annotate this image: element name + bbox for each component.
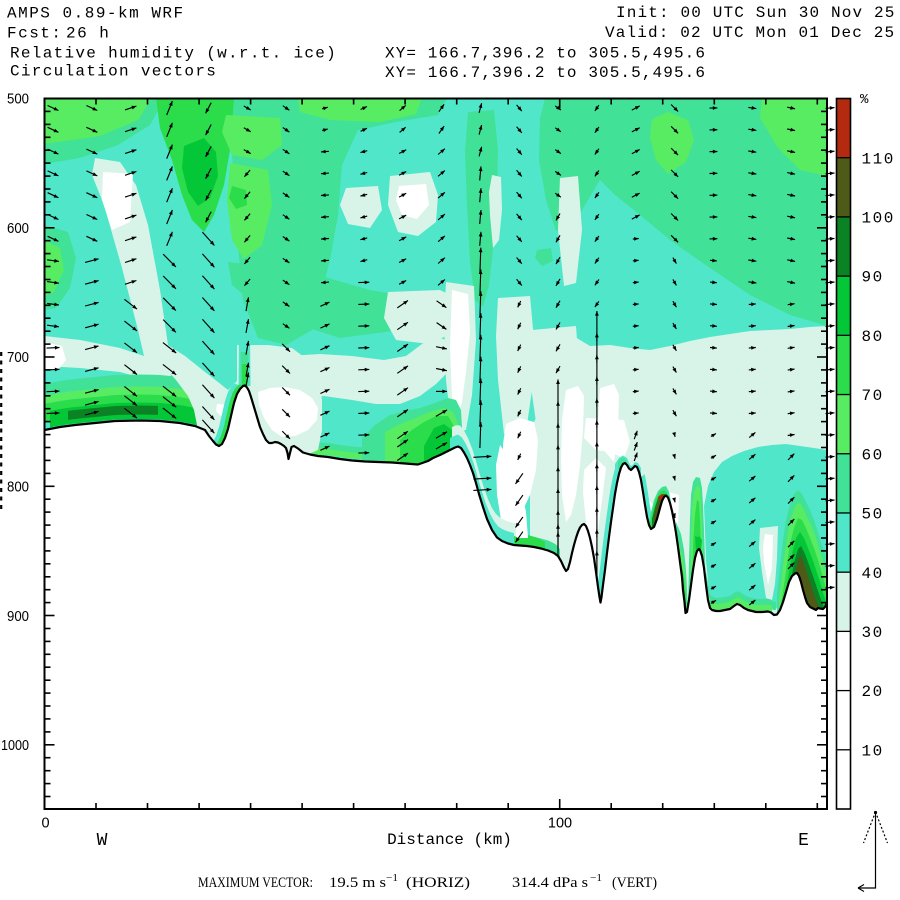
svg-text:Distance (km): Distance (km) bbox=[387, 831, 512, 849]
svg-text:AMPS 0.89-km WRF: AMPS 0.89-km WRF bbox=[7, 4, 185, 22]
svg-text:80: 80 bbox=[862, 328, 884, 346]
svg-text:Init: 00 UTC Sun 30 Nov 25: Init: 00 UTC Sun 30 Nov 25 bbox=[616, 4, 896, 22]
svg-text:110: 110 bbox=[862, 150, 895, 168]
svg-text:W: W bbox=[97, 831, 108, 851]
svg-text:Valid: 02 UTC Mon 01 Dec 25: Valid: 02 UTC Mon 01 Dec 25 bbox=[605, 24, 895, 42]
svg-text:(VERT): (VERT) bbox=[612, 875, 657, 891]
svg-text:10: 10 bbox=[862, 742, 884, 760]
svg-text:(HORIZ): (HORIZ) bbox=[406, 875, 470, 891]
svg-text:100: 100 bbox=[548, 816, 572, 832]
svg-text:600: 600 bbox=[7, 221, 29, 237]
svg-text:Fcst:: Fcst: bbox=[7, 24, 63, 42]
svg-text:MAXIMUM VECTOR:: MAXIMUM VECTOR: bbox=[198, 875, 313, 891]
svg-text:Relative humidity (w.r.t. ice): Relative humidity (w.r.t. ice) bbox=[10, 44, 337, 62]
svg-text:70: 70 bbox=[862, 387, 884, 405]
svg-text:20: 20 bbox=[862, 683, 884, 701]
svg-text:19.5 m s: 19.5 m s bbox=[329, 875, 386, 891]
svg-text:500: 500 bbox=[7, 92, 29, 108]
svg-text:−1: −1 bbox=[590, 873, 602, 884]
svg-text:100: 100 bbox=[862, 210, 895, 228]
svg-text:40: 40 bbox=[862, 565, 884, 583]
svg-text:XY= 166.7,396.2 to 305.5,495.6: XY= 166.7,396.2 to 305.5,495.6 bbox=[385, 44, 706, 62]
svg-text:800: 800 bbox=[7, 480, 29, 496]
svg-text:E: E bbox=[798, 831, 809, 851]
svg-text:XY= 166.7,396.2 to 305.5,495.6: XY= 166.7,396.2 to 305.5,495.6 bbox=[385, 64, 706, 82]
svg-text:50: 50 bbox=[862, 506, 884, 524]
svg-text:%: % bbox=[860, 92, 869, 108]
svg-text:30: 30 bbox=[862, 624, 884, 642]
svg-text:Circulation vectors: Circulation vectors bbox=[10, 62, 217, 80]
svg-text:314.4 dPa s: 314.4 dPa s bbox=[512, 875, 588, 891]
svg-text:0: 0 bbox=[41, 816, 49, 832]
svg-text:60: 60 bbox=[862, 446, 884, 464]
svg-text:−1: −1 bbox=[386, 873, 398, 884]
svg-text:1000: 1000 bbox=[1, 738, 29, 754]
svg-text:900: 900 bbox=[7, 609, 29, 625]
svg-text:26 h: 26 h bbox=[66, 24, 110, 42]
svg-text:90: 90 bbox=[862, 269, 884, 287]
svg-text:700: 700 bbox=[7, 350, 29, 366]
